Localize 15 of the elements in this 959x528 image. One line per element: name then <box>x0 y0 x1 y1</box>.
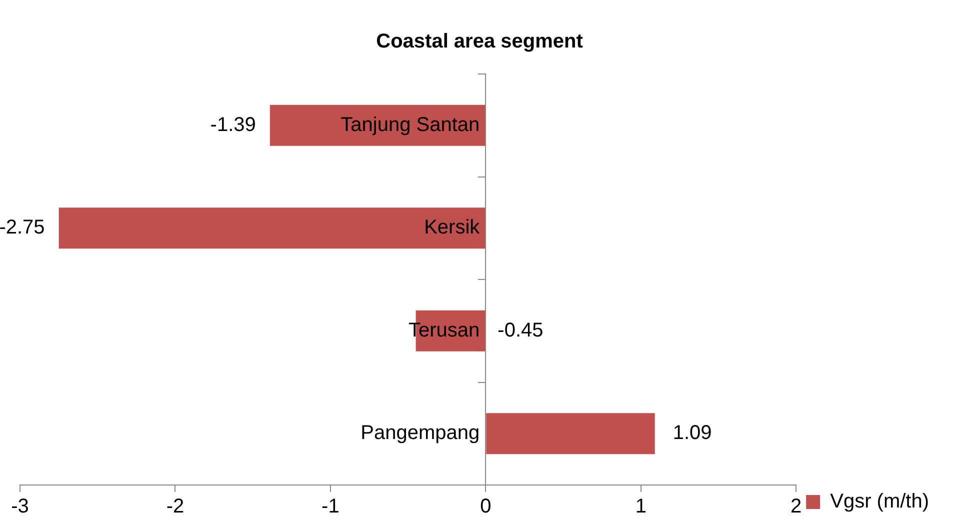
x-tick-label: 2 <box>790 496 802 518</box>
data-label: -0.45 <box>498 319 544 342</box>
data-label: -1.39 <box>210 114 256 136</box>
x-tick-label: 1 <box>635 496 646 518</box>
x-tick-label: -3 <box>11 496 29 518</box>
x-tick-label: 0 <box>480 496 492 518</box>
chart-title: Coastal area segment <box>376 30 584 53</box>
data-label: 1.09 <box>672 422 712 444</box>
y-tick-label: Pangempang <box>360 422 480 444</box>
x-tick-label: -2 <box>166 496 184 518</box>
y-tick-label: Kersik <box>424 216 481 239</box>
y-tick-label: Tanjung Santan <box>340 114 480 136</box>
legend-label: Vgsr (m/th) <box>830 490 930 513</box>
x-tick-label: -1 <box>322 496 340 518</box>
data-label: -2.75 <box>0 216 45 239</box>
